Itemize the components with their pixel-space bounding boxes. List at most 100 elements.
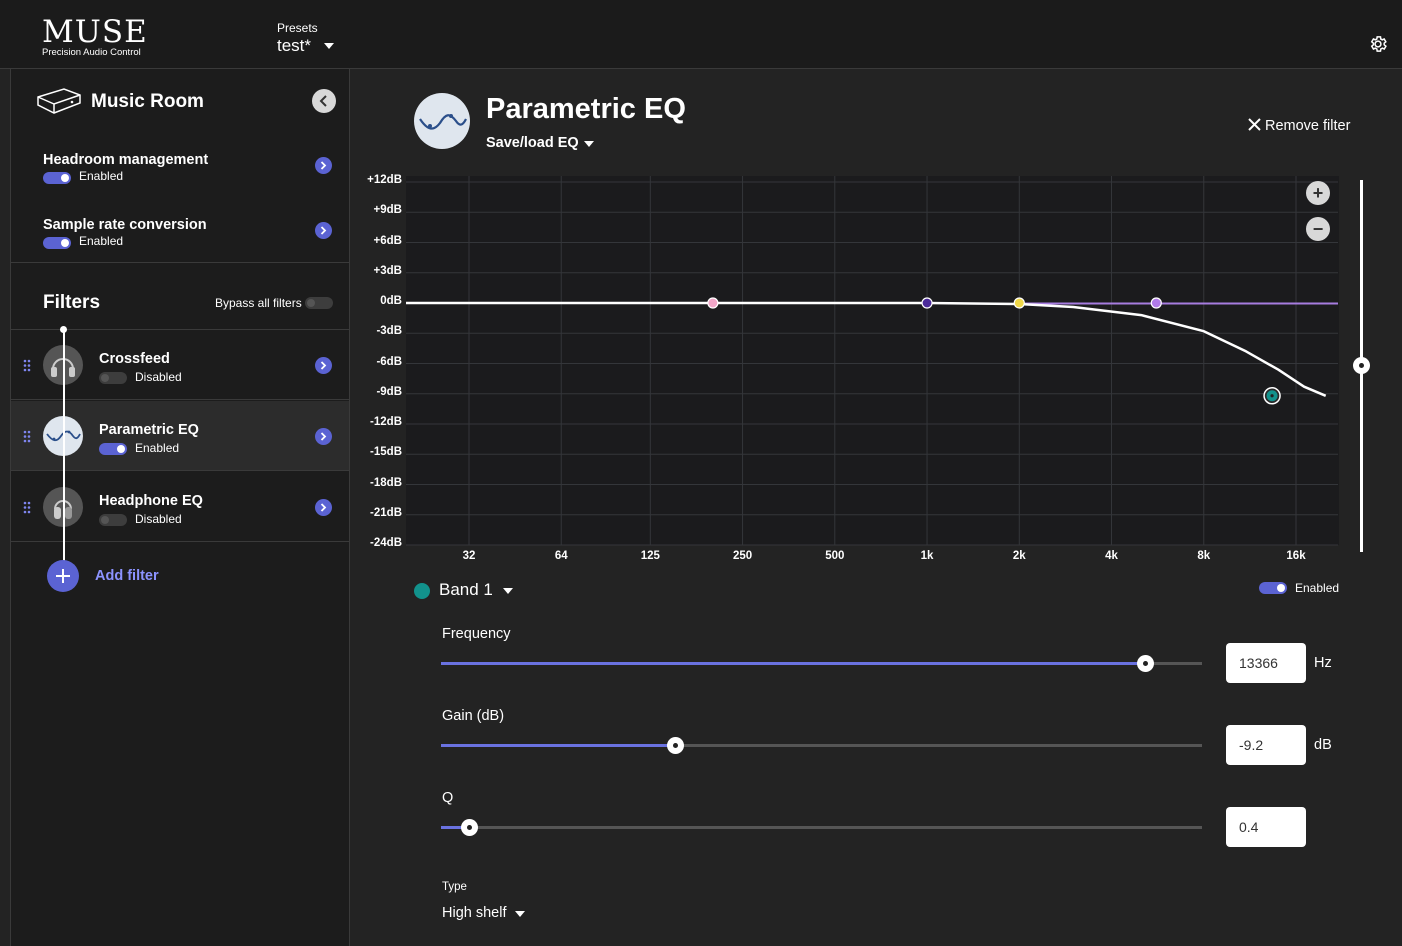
drag-handle-icon[interactable] <box>23 430 31 443</box>
x-tick-label: 1k <box>920 550 934 562</box>
open-headphone-eq-button[interactable] <box>315 499 332 516</box>
filter-status: Enabled <box>135 441 180 455</box>
x-tick-label: 125 <box>640 550 660 562</box>
crossfeed-toggle[interactable] <box>99 372 127 384</box>
filter-type-dropdown[interactable]: High shelf <box>442 905 507 921</box>
top-bar: MUSE Precision Audio Control Presets tes… <box>0 0 1402 69</box>
logo-subtitle: Precision Audio Control <box>42 47 141 58</box>
device-icon <box>37 88 81 114</box>
gain-label: Gain (dB) <box>442 708 505 724</box>
filter-item-crossfeed[interactable]: Crossfeed Disabled <box>11 330 349 400</box>
x-tick-label: 8k <box>1197 550 1211 562</box>
y-tick-label: +12dB <box>367 174 402 186</box>
divider <box>11 262 349 263</box>
y-tick-label: -21dB <box>370 506 402 519</box>
drag-handle-icon[interactable] <box>23 359 31 372</box>
x-tick-label: 32 <box>462 550 476 562</box>
filter-status: Disabled <box>135 512 182 526</box>
zoom-out-button[interactable]: − <box>1306 217 1330 241</box>
divider <box>11 329 349 330</box>
gain-unit: dB <box>1314 737 1332 753</box>
headroom-toggle[interactable] <box>43 172 71 184</box>
band-enabled-label: Enabled <box>1295 581 1340 595</box>
y-tick-label: -6dB <box>376 355 402 368</box>
y-tick-label: -24dB <box>370 537 402 549</box>
y-tick-label: -15dB <box>370 446 402 459</box>
parametric-eq-toggle[interactable] <box>99 443 127 455</box>
setting-title: Sample rate conversion <box>43 217 207 233</box>
gain-slider-thumb[interactable] <box>666 737 684 754</box>
collapse-sidebar-button[interactable] <box>312 89 336 113</box>
x-tick-label: 500 <box>825 550 845 562</box>
x-tick-label: 2k <box>1012 550 1026 562</box>
zoom-in-button[interactable]: + <box>1306 181 1330 205</box>
x-tick-label: 4k <box>1105 550 1118 562</box>
sidebar: Music Room Headroom management Enabled S… <box>10 69 350 946</box>
gain-slider-fill <box>441 744 675 747</box>
y-tick-label: +9dB <box>373 204 402 217</box>
filter-name: Crossfeed <box>99 351 170 367</box>
chart-zoom-slider-thumb[interactable] <box>1353 357 1370 374</box>
q-input[interactable] <box>1226 807 1306 847</box>
x-tick-label: 250 <box>732 550 753 562</box>
frequency-slider-thumb[interactable] <box>1136 655 1154 672</box>
open-headroom-button[interactable] <box>315 157 332 174</box>
chevron-right-icon <box>320 361 327 370</box>
filter-name: Parametric EQ <box>99 422 199 438</box>
chevron-left-icon <box>319 95 327 107</box>
filter-chain-start <box>60 326 67 333</box>
q-slider-thumb[interactable] <box>461 819 479 836</box>
chevron-down-icon[interactable] <box>503 588 513 594</box>
presets-dropdown[interactable]: test* <box>277 36 312 55</box>
q-slider[interactable] <box>441 819 1202 836</box>
gear-icon[interactable] <box>1368 34 1388 54</box>
device-name: Music Room <box>91 91 204 112</box>
drag-handle-icon[interactable] <box>23 501 31 514</box>
chevron-right-icon <box>320 503 327 512</box>
bypass-all-toggle[interactable] <box>305 297 333 309</box>
bypass-label: Bypass all filters <box>215 296 302 310</box>
y-tick-label: +3dB <box>373 264 402 277</box>
chevron-right-icon <box>320 226 327 235</box>
band-color-dot <box>414 583 430 599</box>
filter-item-headphone-eq[interactable]: Headphone EQ Disabled <box>11 472 349 542</box>
remove-filter-button[interactable]: Remove filter <box>1248 118 1350 134</box>
chevron-down-icon[interactable] <box>515 911 525 917</box>
add-filter-label[interactable]: Add filter <box>95 568 159 584</box>
y-tick-label: 0dB <box>380 295 402 307</box>
page-title: Parametric EQ <box>486 93 686 125</box>
eq-wave-icon <box>414 93 470 149</box>
x-tick-label: 64 <box>554 550 568 562</box>
add-filter-button[interactable] <box>47 560 79 592</box>
filter-name: Headphone EQ <box>99 493 203 509</box>
gain-input[interactable] <box>1226 725 1306 765</box>
band-select[interactable]: Band 1 <box>439 580 493 599</box>
remove-filter-label: Remove filter <box>1265 118 1351 134</box>
setting-status: Enabled <box>79 234 124 248</box>
filter-item-parametric-eq[interactable]: Parametric EQ Enabled <box>11 401 349 471</box>
headphone-eq-toggle[interactable] <box>99 514 127 526</box>
x-tick-label: 16k <box>1286 550 1306 562</box>
chevron-down-icon[interactable] <box>584 141 594 147</box>
y-tick-label: -12dB <box>370 416 402 428</box>
y-tick-label: +6dB <box>373 234 402 247</box>
type-label: Type <box>442 881 467 893</box>
gain-slider[interactable] <box>441 737 1202 754</box>
frequency-label: Frequency <box>442 626 511 642</box>
chevron-right-icon <box>320 161 327 170</box>
q-label: Q <box>442 790 454 806</box>
chevron-down-icon[interactable] <box>324 43 334 49</box>
frequency-slider[interactable] <box>441 655 1202 672</box>
close-icon <box>1248 118 1261 131</box>
frequency-unit: Hz <box>1314 655 1332 671</box>
band-enabled-toggle[interactable] <box>1259 582 1287 594</box>
logo-title: MUSE <box>42 14 148 50</box>
open-crossfeed-button[interactable] <box>315 357 332 374</box>
eq-chart-area[interactable] <box>406 176 1339 545</box>
frequency-input[interactable] <box>1226 643 1306 683</box>
sample-rate-toggle[interactable] <box>43 237 71 249</box>
save-load-eq-dropdown[interactable]: Save/load EQ <box>486 135 579 151</box>
open-parametric-eq-button[interactable] <box>315 428 332 445</box>
open-sample-rate-button[interactable] <box>315 222 332 239</box>
frequency-slider-fill <box>441 662 1145 665</box>
